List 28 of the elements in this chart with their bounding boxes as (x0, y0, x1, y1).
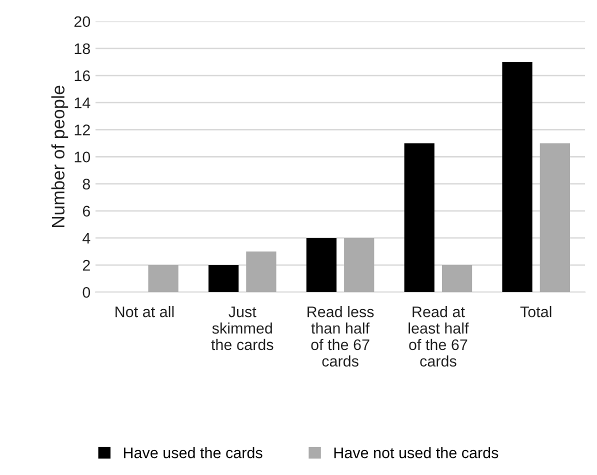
bar (540, 143, 570, 292)
y-tick-label: 8 (82, 178, 90, 190)
legend-label: Have used the cards (124, 447, 262, 458)
y-tick-label: 10 (74, 152, 90, 162)
y-tick-label: 4 (82, 233, 90, 244)
y-tick-label: 14 (74, 98, 90, 108)
y-tick-label: 0 (82, 286, 90, 298)
y-tick-label: 18 (74, 43, 90, 54)
bar (344, 238, 374, 292)
bar (442, 265, 472, 292)
bar (502, 62, 532, 292)
bar (306, 238, 337, 292)
y-tick-label: 2 (82, 260, 90, 271)
x-tick-label: Total (520, 306, 552, 318)
bar (246, 252, 276, 292)
y-tick-label: 20 (74, 16, 90, 28)
x-tick-label: Read less than half of the 67 cards (308, 306, 374, 367)
bar (404, 143, 434, 292)
y-tick-label: 16 (74, 70, 90, 82)
x-tick-label: Not at all (116, 306, 174, 318)
y-tick-label: 12 (74, 124, 90, 136)
legend-label: Have not used the cards (334, 447, 498, 458)
x-tick-label: Read at least half of the 67 cards (408, 306, 469, 367)
y-tick-label: 6 (82, 206, 90, 217)
x-tick-label: Just skimmed the cards (211, 306, 274, 350)
bar (148, 265, 178, 292)
y-axis-title: Number of people (51, 86, 68, 228)
bar (208, 265, 239, 292)
